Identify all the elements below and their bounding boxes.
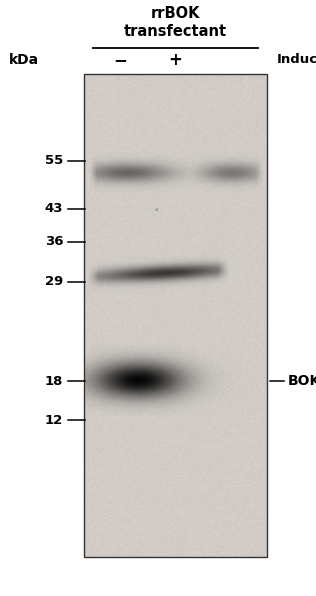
Text: +: + — [168, 51, 182, 69]
Text: transfectant: transfectant — [124, 24, 227, 39]
Text: kDa: kDa — [9, 52, 39, 67]
Text: Induced: Induced — [276, 53, 316, 66]
Text: 36: 36 — [45, 235, 63, 249]
Text: 43: 43 — [45, 202, 63, 215]
Text: 12: 12 — [45, 414, 63, 427]
Text: 18: 18 — [45, 375, 63, 388]
Text: rrBOK: rrBOK — [151, 6, 200, 21]
Text: 29: 29 — [45, 275, 63, 288]
Text: 55: 55 — [45, 154, 63, 167]
Text: BOK: BOK — [288, 374, 316, 389]
Text: −: − — [113, 51, 127, 69]
Bar — [84, 74, 267, 557]
